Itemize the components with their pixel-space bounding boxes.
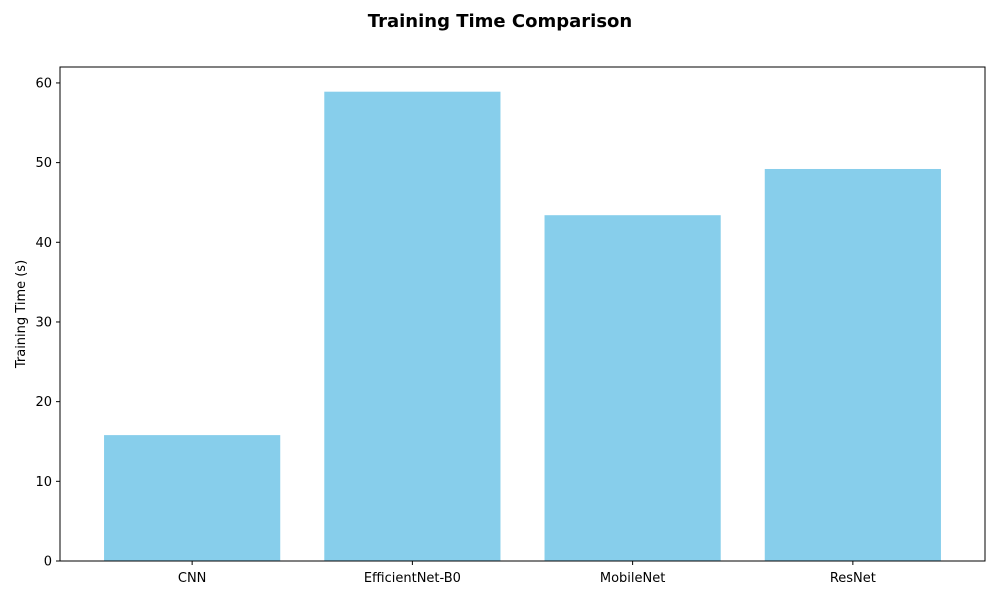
y-tick-label: 0	[44, 555, 52, 570]
bars-group	[104, 91, 941, 561]
x-axis-ticks: CNN EfficientNet-B0 MobileNet ResNet	[178, 561, 876, 586]
x-tick-label: MobileNet	[600, 571, 665, 586]
bar-resnet	[764, 168, 941, 561]
x-tick-label: ResNet	[830, 571, 876, 586]
y-tick-label: 30	[35, 315, 52, 330]
bar-efficientnet-b0	[324, 91, 501, 561]
y-tick-label: 10	[35, 475, 52, 490]
plot-frame	[59, 66, 986, 562]
y-tick-label: 60	[35, 76, 52, 91]
y-tick-label: 40	[35, 236, 52, 251]
y-axis-label: Training Time (s)	[14, 260, 29, 369]
x-tick-label: EfficientNet-B0	[364, 571, 461, 586]
y-tick-label: 20	[35, 395, 52, 410]
bar-mobilenet	[544, 215, 721, 561]
y-axis-ticks: 0 10 20 30 40 50 60	[35, 76, 60, 570]
bar-cnn	[104, 435, 281, 561]
chart-title: Training Time Comparison	[368, 11, 632, 32]
y-tick-label: 50	[35, 156, 52, 171]
x-tick-label: CNN	[178, 571, 207, 586]
